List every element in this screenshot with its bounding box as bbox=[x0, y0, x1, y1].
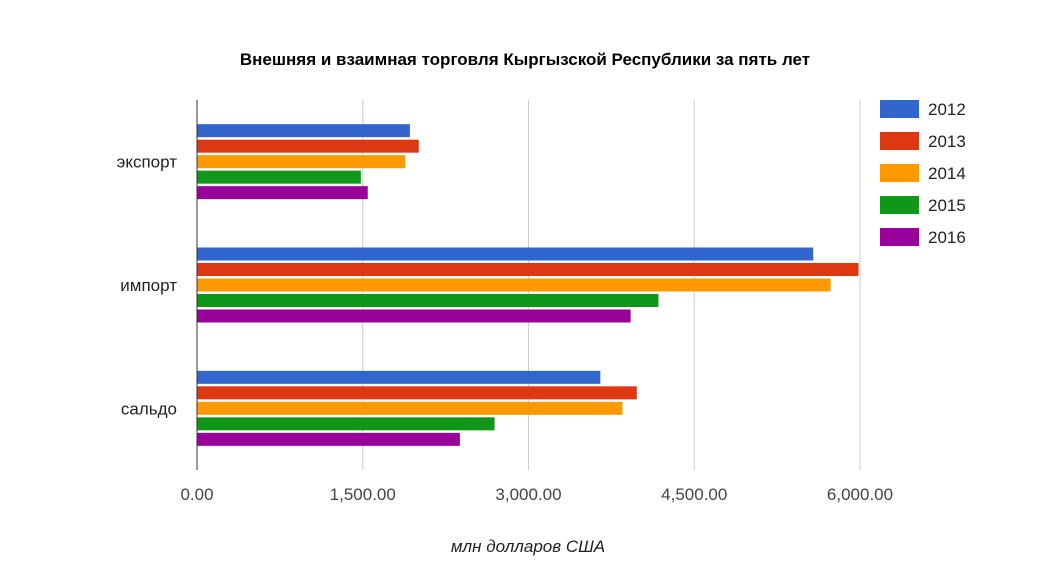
x-tick-labels: 0.00 1,500.00 3,000.00 4,500.00 6,000.00 bbox=[180, 485, 893, 504]
bar-2014-1[interactable] bbox=[197, 278, 831, 292]
legend-item-2016[interactable]: 2016 bbox=[880, 228, 966, 247]
bar-2012-0[interactable] bbox=[197, 124, 410, 138]
bar-2016-1[interactable] bbox=[197, 309, 631, 323]
legend-swatch bbox=[880, 164, 919, 182]
legend-label: 2016 bbox=[928, 228, 966, 247]
legend-item-2013[interactable]: 2013 bbox=[880, 132, 966, 151]
legend-swatch bbox=[880, 228, 919, 246]
bar-2015-1[interactable] bbox=[197, 294, 659, 307]
chart-title: Внешняя и взаимная торговля Кыргызской Р… bbox=[240, 50, 810, 69]
bar-2013-0[interactable] bbox=[197, 139, 419, 153]
category-label: сальдо bbox=[121, 399, 177, 418]
legend-swatch bbox=[880, 196, 919, 214]
x-tick-label: 0.00 bbox=[180, 485, 213, 504]
bar-2014-0[interactable] bbox=[197, 155, 406, 169]
bar-2016-0[interactable] bbox=[197, 186, 368, 200]
x-axis-title: млн долларов США bbox=[451, 537, 605, 556]
legend-label: 2013 bbox=[928, 132, 966, 151]
bar-2013-2[interactable] bbox=[197, 386, 637, 400]
x-tick-label: 1,500.00 bbox=[330, 485, 396, 504]
bar-2014-2[interactable] bbox=[197, 401, 623, 415]
legend-item-2014[interactable]: 2014 bbox=[880, 164, 966, 183]
bar-2012-1[interactable] bbox=[197, 247, 814, 261]
bar-2016-2[interactable] bbox=[197, 432, 460, 446]
x-tick-label: 6,000.00 bbox=[827, 485, 893, 504]
x-tick-label: 4,500.00 bbox=[661, 485, 727, 504]
category-label: экспорт bbox=[117, 153, 178, 172]
bar-2015-0[interactable] bbox=[197, 170, 361, 184]
legend-label: 2014 bbox=[928, 164, 966, 183]
bar-2015-2[interactable] bbox=[197, 417, 495, 431]
legend-swatch bbox=[880, 132, 919, 150]
category-labels: экспорт импорт сальдо bbox=[117, 153, 178, 419]
legend-item-2012[interactable]: 2012 bbox=[880, 100, 966, 119]
legend-label: 2012 bbox=[928, 100, 966, 119]
category-label: импорт bbox=[120, 276, 177, 295]
x-tick-label: 3,000.00 bbox=[495, 485, 561, 504]
legend-swatch bbox=[880, 100, 919, 118]
legend-item-2015[interactable]: 2015 bbox=[880, 196, 966, 215]
bar-2012-2[interactable] bbox=[197, 370, 601, 384]
legend-label: 2015 bbox=[928, 196, 966, 215]
legend[interactable]: 2012 2013 2014 2015 2016 bbox=[880, 100, 966, 247]
bars bbox=[197, 124, 859, 446]
bar-2013-1[interactable] bbox=[197, 263, 859, 276]
